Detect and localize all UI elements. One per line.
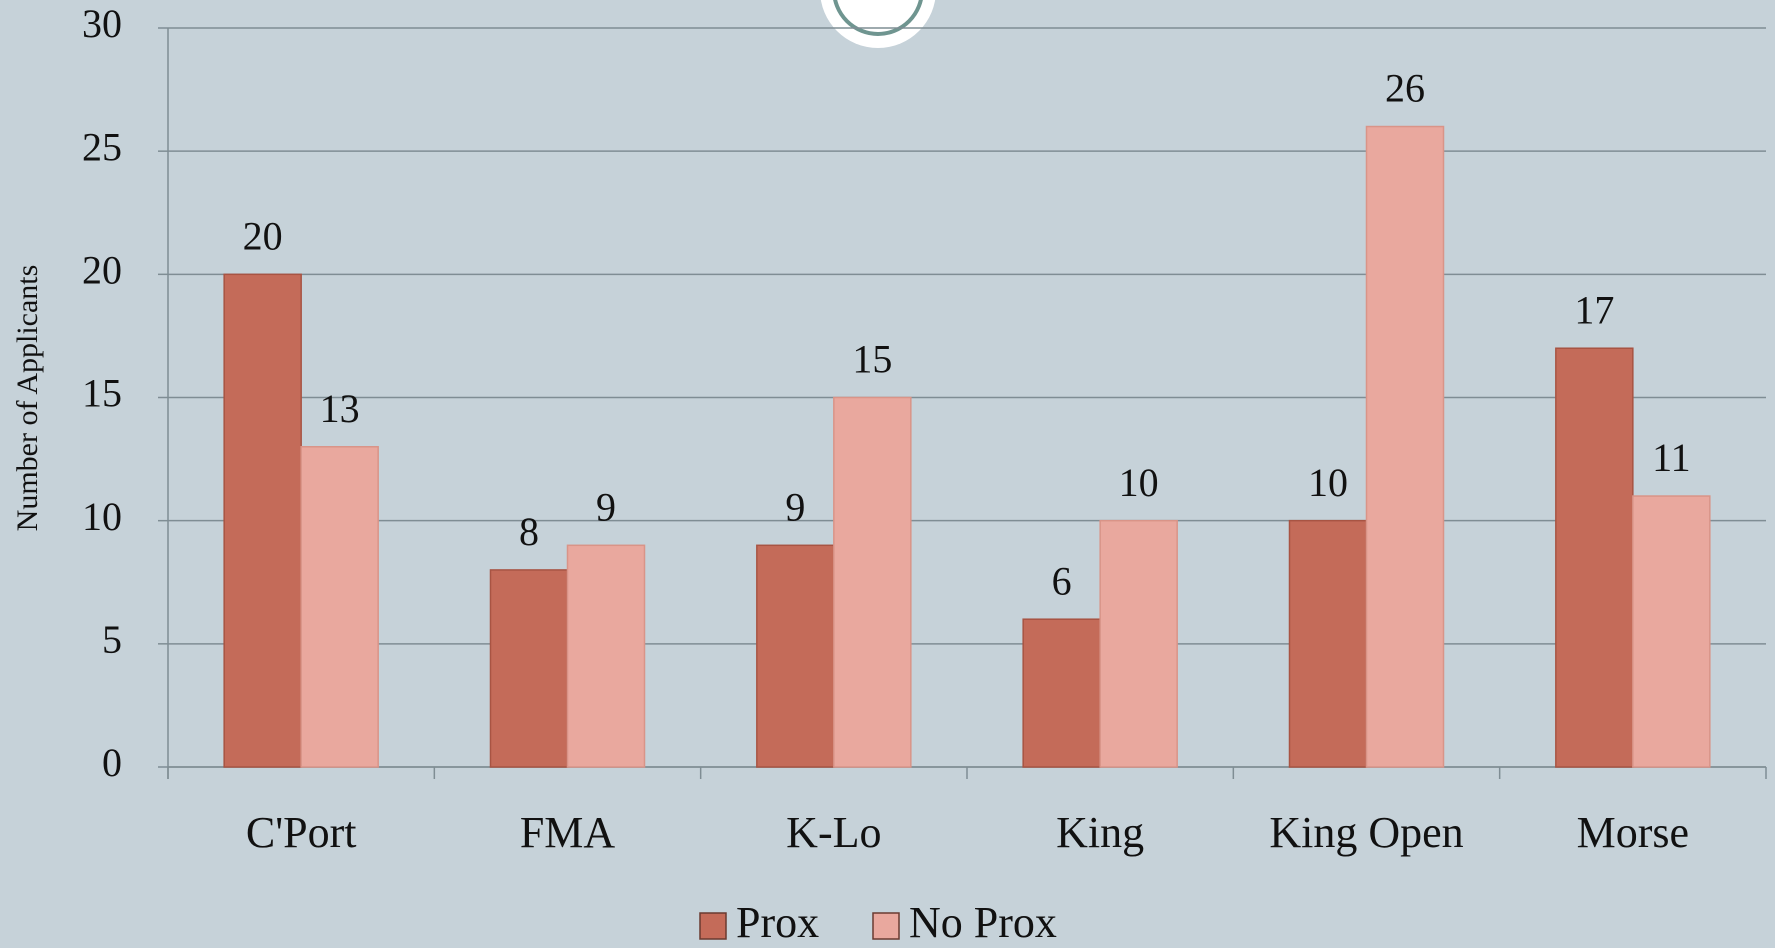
- bar: [833, 396, 912, 768]
- bar: [223, 273, 302, 768]
- y-axis-label: Number of Applicants: [11, 265, 44, 532]
- value-label: 15: [852, 337, 892, 382]
- logo-ring: [833, 0, 923, 36]
- y-tick-label: 5: [102, 617, 122, 662]
- x-tick-label: K-Lo: [786, 808, 881, 857]
- legend-label: No Prox: [909, 898, 1057, 947]
- y-tick-label: 10: [82, 494, 122, 539]
- logo: [820, 0, 936, 48]
- value-label: 9: [785, 484, 805, 529]
- x-tick-label: King Open: [1269, 808, 1463, 857]
- bar: [1022, 618, 1101, 768]
- value-label: 13: [320, 386, 360, 431]
- bar: [1555, 347, 1634, 768]
- bar: [1099, 519, 1178, 768]
- x-tick-label: FMA: [520, 808, 616, 857]
- value-label: 11: [1652, 435, 1691, 480]
- x-tick-label: King: [1056, 808, 1144, 857]
- value-label: 9: [596, 484, 616, 529]
- x-tick-label: C'Port: [246, 808, 357, 857]
- y-tick-label: 20: [82, 248, 122, 293]
- value-label: 26: [1385, 66, 1425, 111]
- bar: [1365, 125, 1445, 768]
- value-label: 10: [1308, 460, 1348, 505]
- y-tick-label: 25: [82, 124, 122, 169]
- bar: [1632, 495, 1711, 768]
- value-label: 8: [519, 509, 539, 554]
- y-tick-label: 15: [82, 371, 122, 416]
- y-tick-label: 30: [82, 1, 122, 46]
- bar: [756, 544, 835, 768]
- bar: [489, 569, 569, 768]
- bar: [300, 446, 379, 768]
- value-label: 20: [243, 214, 283, 259]
- value-label: 10: [1119, 460, 1159, 505]
- bar: [1288, 519, 1368, 768]
- y-tick-label: 0: [102, 740, 122, 785]
- bar: [566, 544, 646, 768]
- value-label: 6: [1052, 558, 1072, 603]
- legend-swatch: [872, 912, 900, 940]
- x-tick-label: Morse: [1577, 808, 1689, 857]
- value-label: 17: [1574, 287, 1614, 332]
- legend-label: Prox: [736, 898, 819, 947]
- legend-swatch: [699, 912, 727, 940]
